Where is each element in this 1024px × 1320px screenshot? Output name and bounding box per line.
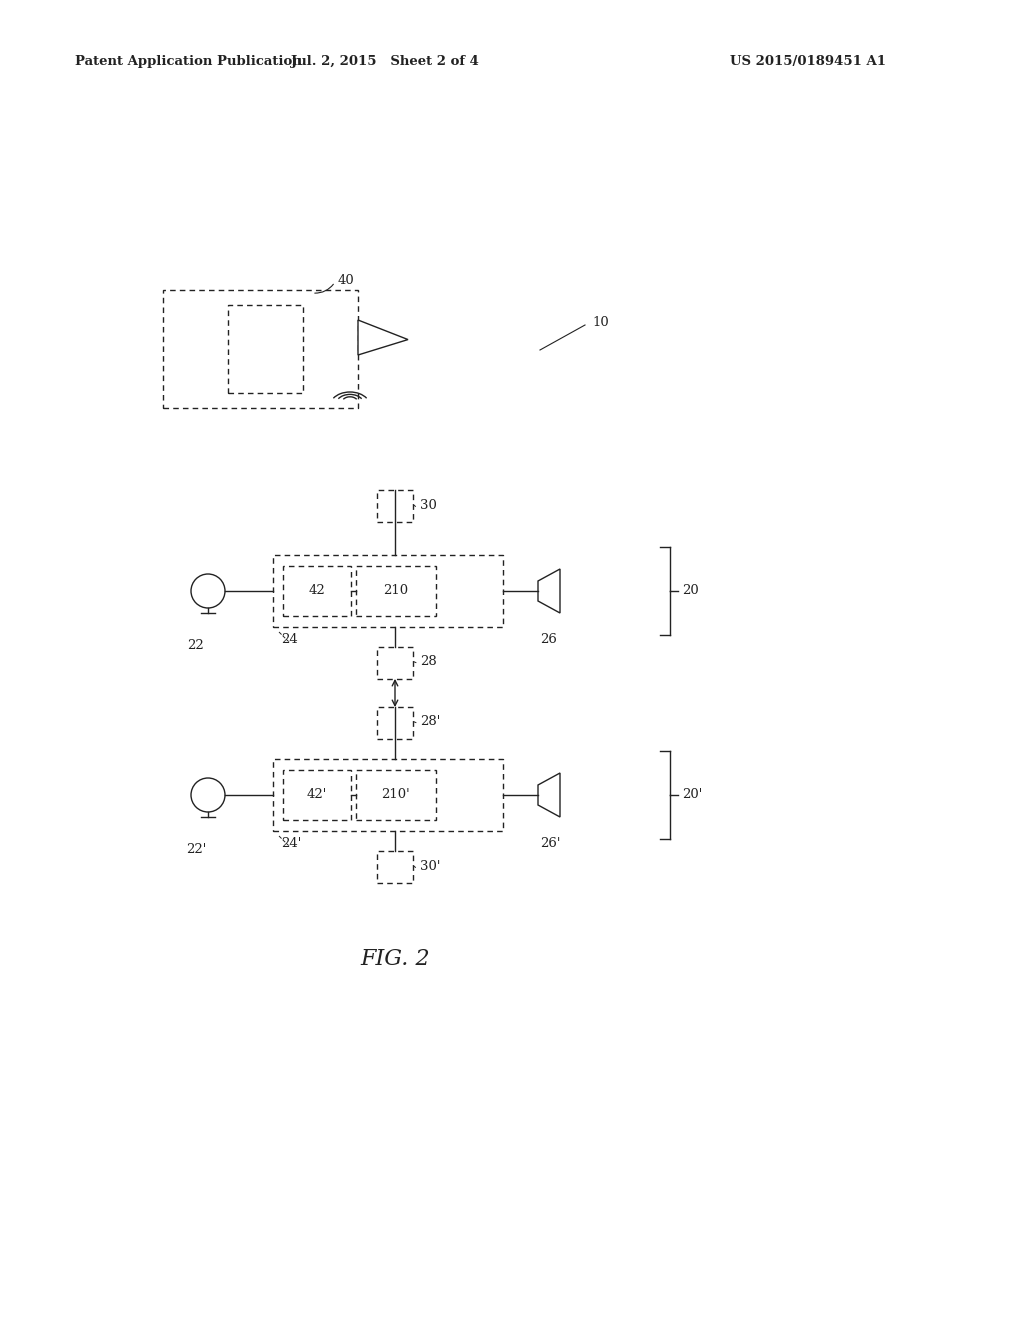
Text: 210: 210	[383, 585, 409, 598]
Text: 210': 210'	[382, 788, 411, 801]
Bar	[377, 490, 413, 521]
Bar	[356, 770, 436, 820]
Bar	[377, 851, 413, 883]
Text: 42: 42	[308, 585, 326, 598]
Bar	[283, 770, 351, 820]
Bar	[163, 290, 358, 408]
Text: 22': 22'	[185, 843, 206, 855]
Bar	[283, 566, 351, 616]
Text: 24': 24'	[281, 837, 301, 850]
Bar	[377, 647, 413, 678]
Text: Patent Application Publication: Patent Application Publication	[75, 55, 302, 69]
Bar	[377, 708, 413, 739]
Text: Jul. 2, 2015   Sheet 2 of 4: Jul. 2, 2015 Sheet 2 of 4	[291, 55, 479, 69]
Text: 22: 22	[187, 639, 205, 652]
Text: FIG. 2: FIG. 2	[360, 948, 430, 970]
Text: 28': 28'	[420, 714, 440, 727]
Text: 40: 40	[338, 273, 354, 286]
Text: 20: 20	[682, 585, 698, 598]
Text: 20': 20'	[682, 788, 702, 801]
Text: US 2015/0189451 A1: US 2015/0189451 A1	[730, 55, 886, 69]
Circle shape	[191, 574, 225, 609]
Text: 26: 26	[540, 634, 557, 645]
Text: 26': 26'	[540, 837, 560, 850]
Bar	[228, 305, 303, 393]
Bar	[356, 566, 436, 616]
Text: 10: 10	[592, 315, 608, 329]
Polygon shape	[538, 569, 560, 612]
Text: 24: 24	[281, 634, 298, 645]
Polygon shape	[358, 319, 408, 355]
Bar	[273, 759, 503, 832]
Text: 30: 30	[420, 499, 437, 512]
Text: 28: 28	[420, 655, 437, 668]
Bar	[273, 554, 503, 627]
Polygon shape	[538, 774, 560, 817]
Circle shape	[191, 777, 225, 812]
Text: 30': 30'	[420, 861, 440, 874]
Text: 42': 42'	[307, 788, 328, 801]
